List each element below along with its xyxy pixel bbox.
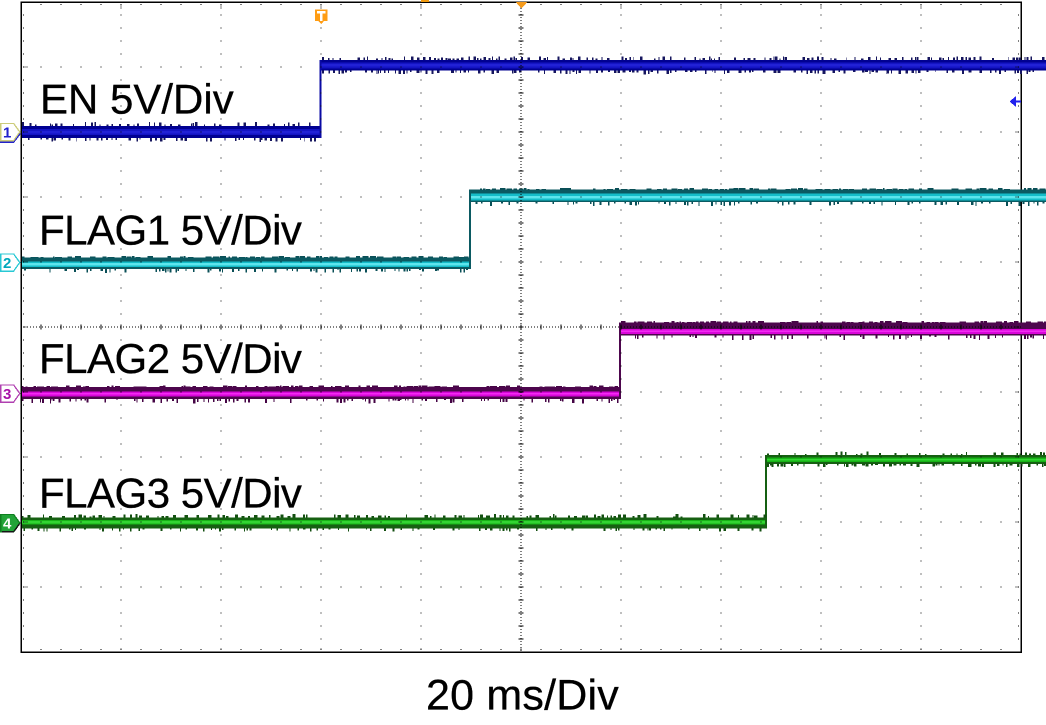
svg-text:2: 2 <box>3 255 11 272</box>
svg-text:3: 3 <box>3 386 11 403</box>
svg-text:20 ms/Div: 20 ms/Div <box>426 672 619 720</box>
svg-text:EN 5V/Div: EN 5V/Div <box>40 76 234 123</box>
svg-text:FLAG1 5V/Div: FLAG1 5V/Div <box>39 206 302 253</box>
svg-text:FLAG2 5V/Div: FLAG2 5V/Div <box>39 335 302 382</box>
svg-text:1: 1 <box>3 124 11 141</box>
svg-text:FLAG3 5V/Div: FLAG3 5V/Div <box>39 469 302 516</box>
svg-text:4: 4 <box>3 515 12 532</box>
